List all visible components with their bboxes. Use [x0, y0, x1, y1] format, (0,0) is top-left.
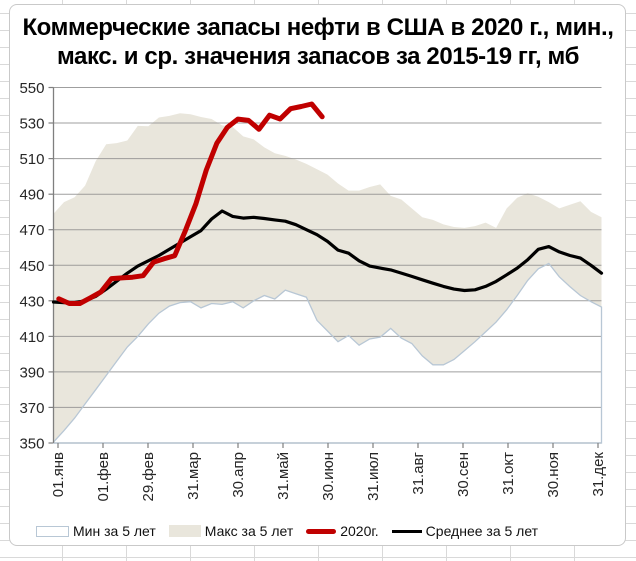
- chart-title-line2: макс. и ср. значения запасов за 2015-19 …: [57, 43, 579, 70]
- min-band-outline: [52, 262, 603, 444]
- legend-item-average[interactable]: Среднее за 5 лет: [391, 523, 539, 539]
- x-axis-label-10: 31.окт: [500, 452, 517, 495]
- legend-item-max[interactable]: Макс за 5 лет: [168, 523, 294, 539]
- y-axis-label-450: 450: [19, 258, 44, 275]
- chart-title-line1: Коммерческие запасы нефти в США в 2020 г…: [22, 14, 614, 41]
- chart-title: Коммерческие запасы нефти в США в 2020 г…: [14, 13, 622, 71]
- min-area-swatch-icon: [36, 525, 69, 537]
- chart-legend: Мин за 5 лет Макс за 5 лет 2020г. Средне…: [36, 521, 538, 541]
- y-axis-label-550: 550: [19, 80, 44, 97]
- x-axis-label-6: 30.июн: [320, 452, 337, 501]
- y-axis-label-410: 410: [19, 329, 44, 346]
- y-axis-label-530: 530: [19, 116, 44, 133]
- y-axis-label-470: 470: [19, 222, 44, 239]
- y-axis-label-490: 490: [19, 187, 44, 204]
- y-axis-label-370: 370: [19, 400, 44, 417]
- y-axis-label-350: 350: [19, 436, 44, 453]
- x-axis-label-8: 31.авг: [410, 451, 427, 494]
- x-axis-label-0: 01.янв: [50, 452, 67, 497]
- x-axis-label-2: 29.фев: [140, 452, 157, 502]
- line-2020: [56, 101, 325, 306]
- x-axis-label-11: 30.ноя: [545, 452, 562, 498]
- legend-item-2020[interactable]: 2020г.: [306, 523, 379, 539]
- max-area-swatch-icon: [168, 525, 201, 537]
- x-axis-label-7: 31.июл: [365, 452, 382, 501]
- average-line-swatch-icon: [391, 529, 422, 533]
- average-line: [51, 209, 604, 305]
- legend-label-2020: 2020г.: [340, 523, 379, 539]
- x-axis-label-3: 31.мар: [185, 452, 202, 500]
- x-axis-label-5: 31.май: [275, 452, 292, 500]
- min-band-area: [53, 263, 602, 443]
- legend-label-max: Макс за 5 лет: [204, 523, 294, 539]
- legend-label-min: Мин за 5 лет: [73, 523, 156, 539]
- x-axis-label-9: 30.сен: [455, 452, 472, 497]
- y-axis-label-430: 430: [19, 293, 44, 310]
- legend-label-average: Среднее за 5 лет: [425, 523, 539, 539]
- legend-item-min[interactable]: Мин за 5 лет: [36, 523, 156, 539]
- y-axis-label-510: 510: [19, 151, 44, 168]
- x-axis-label-1: 01.фев: [95, 452, 112, 502]
- x-axis-label-4: 30.апр: [230, 452, 247, 498]
- y-axis-label-390: 390: [19, 364, 44, 381]
- x-axis-label-12: 31.дек: [590, 452, 607, 497]
- line-2020-swatch-icon: [306, 528, 337, 534]
